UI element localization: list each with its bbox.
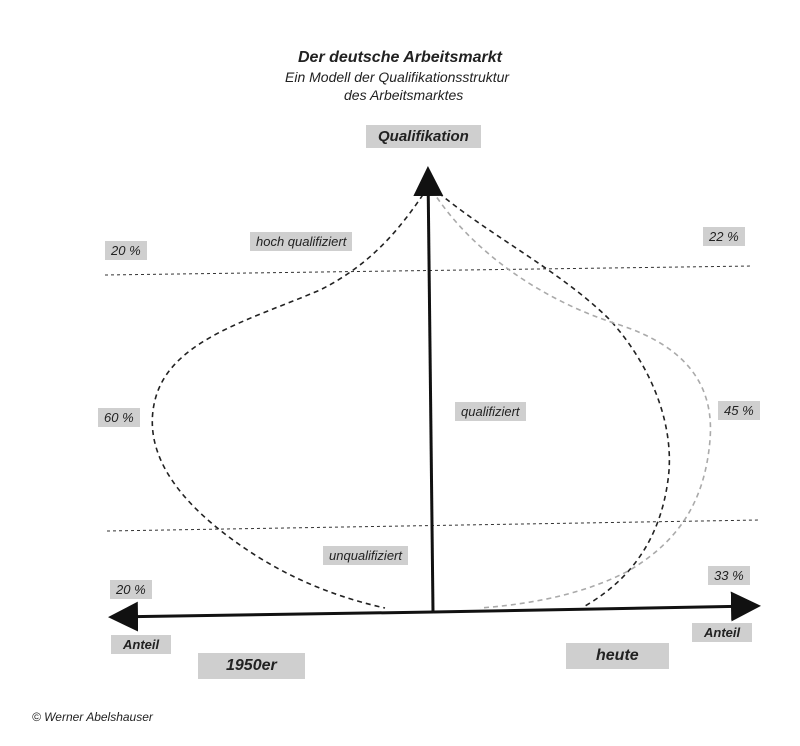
share-1950er-high: 20 % (105, 241, 147, 260)
title: Der deutsche Arbeitsmarkt (298, 49, 502, 66)
subtitle-line-1: Ein Modell der Qualifikationsstruktur (285, 69, 510, 85)
share-heute-high: 22 % (703, 227, 745, 246)
axis-label-qualifikation: Qualifikation (366, 125, 481, 148)
curve-1950er-left (151, 186, 429, 609)
copyright: © Werner Abelshauser (32, 710, 153, 724)
horizontal-axis-right (432, 591, 761, 622)
share-heute-mid: 45 % (718, 401, 760, 420)
curve-heute-right (431, 189, 712, 609)
share-1950er-mid: 60 % (98, 408, 140, 427)
share-1950er-low: 20 % (110, 580, 152, 599)
horizontal-axis-left (108, 601, 434, 632)
period-label-heute: heute (566, 643, 669, 669)
level-label-low: unqualifiziert (323, 546, 408, 565)
level-label-high: hoch qualifiziert (250, 232, 353, 251)
axis-label-anteil-left: Anteil (111, 635, 172, 654)
share-heute-low: 33 % (708, 566, 750, 585)
vertical-axis (413, 166, 444, 613)
level-label-mid: qualifiziert (455, 402, 526, 421)
axis-label-anteil-right: Anteil (692, 623, 753, 642)
period-label-1950er: 1950er (198, 653, 305, 679)
curve-1950er-right (431, 186, 671, 607)
subtitle-line-2: des Arbeitsmarktes (344, 87, 464, 103)
